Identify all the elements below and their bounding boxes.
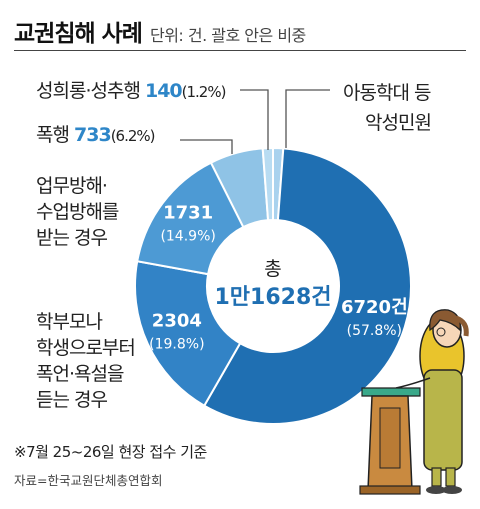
label-verbal-line: 폭언·욕설을 <box>36 363 124 385</box>
label-abuse-line: 아동학대 등 <box>343 82 431 104</box>
label-sexual-value: 140 <box>144 80 183 102</box>
label-verbal-abuse: 학부모나 학생으로부터 폭언·욕설을 듣는 경우 <box>36 309 136 413</box>
source-note: 자료=한국교원단체총연합회 <box>14 473 163 488</box>
slice-value-label: 6720건 <box>341 297 408 318</box>
label-assault-value: 733 <box>74 124 112 146</box>
center-value: 1만1628건 <box>214 285 331 310</box>
label-assault-text: 폭행 <box>36 124 70 146</box>
leader-line-sexual <box>240 89 269 150</box>
footnote: ※7월 25~26일 현장 접수 기준 <box>14 443 207 461</box>
donut-slice <box>134 260 242 408</box>
label-sexual-harassment: 성희롱·성추행 140(1.2%) <box>36 78 227 105</box>
label-verbal-line: 학생으로부터 <box>36 337 136 359</box>
label-assault-percent: (6.2%) <box>110 127 156 145</box>
label-sexual-percent: (1.2%) <box>181 83 227 101</box>
slice-percent-label: (57.8%) <box>347 323 402 339</box>
label-assault: 폭행 733(6.2%) <box>36 122 155 149</box>
label-verbal-line: 듣는 경우 <box>36 389 108 411</box>
slice-percent-label: (19.8%) <box>149 337 204 353</box>
label-sexual-text: 성희롱·성추행 <box>36 80 141 102</box>
label-obstruction-line: 받는 경우 <box>36 227 108 249</box>
leader-line-assault <box>180 139 233 154</box>
label-abuse-line: 악성민원 <box>365 112 432 134</box>
label-obstruction-line: 수업방해를 <box>36 201 119 223</box>
label-verbal-line: 학부모나 <box>36 311 103 333</box>
center-label: 총 <box>264 258 281 280</box>
title-divider <box>14 50 466 51</box>
slice-value-label: 1731 <box>163 202 213 223</box>
label-obstruction-line: 업무방해· <box>36 175 108 197</box>
label-child-abuse: 아동학대 등 악성민원 <box>343 78 432 138</box>
donut-slice <box>261 146 274 222</box>
teacher-illustration <box>359 309 469 495</box>
donut-slice <box>202 147 412 425</box>
label-obstruction: 업무방해· 수업방해를 받는 경우 <box>36 173 119 251</box>
chart-title: 교권침해 사례 <box>14 21 143 47</box>
donut-hole <box>208 221 338 351</box>
slice-percent-label: (14.9%) <box>160 228 215 244</box>
leader-line-abuse <box>285 89 330 148</box>
chart-subtitle: 단위: 건. 괄호 안은 비중 <box>149 26 306 45</box>
title-wrap: 교권침해 사례 단위: 건. 괄호 안은 비중 <box>14 14 306 48</box>
slice-value-label: 2304 <box>152 311 202 332</box>
